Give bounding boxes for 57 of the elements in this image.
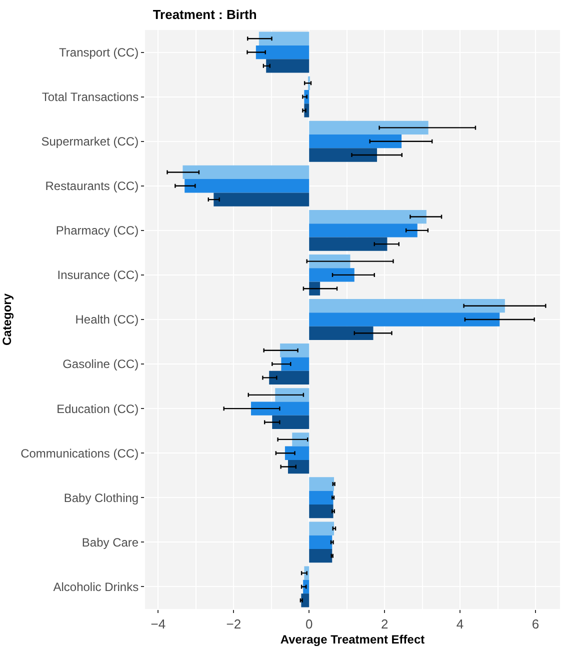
bar — [256, 45, 310, 60]
bar — [309, 268, 354, 282]
bar — [309, 477, 334, 491]
x-axis-title: Average Treatment Effect — [280, 632, 425, 646]
bar — [309, 237, 388, 251]
y-tick-label: Gasoline (CC) — [62, 357, 139, 372]
y-tick-label: Supermarket (CC) — [41, 134, 139, 149]
bar — [309, 134, 402, 148]
y-tick-label: Transport (CC) — [59, 45, 139, 60]
x-tick-label: −2 — [226, 616, 242, 632]
chart-title: Treatment : Birth — [152, 6, 257, 22]
bar — [288, 460, 310, 474]
bar — [272, 415, 310, 430]
bar — [309, 224, 418, 238]
y-tick-label: Restaurants (CC) — [45, 179, 139, 194]
bar — [184, 179, 310, 193]
y-axis-title: Category — [0, 293, 14, 346]
bar — [258, 32, 310, 46]
bar — [304, 104, 310, 118]
x-tick-label: 0 — [305, 616, 313, 632]
bar — [309, 210, 426, 224]
bar — [309, 549, 332, 563]
bar — [309, 282, 320, 296]
y-tick-label: Communications (CC) — [20, 446, 139, 460]
y-tick-label: Baby Clothing — [64, 490, 139, 505]
bar — [309, 535, 332, 550]
bar — [309, 299, 505, 313]
bar — [309, 326, 374, 340]
y-tick-label: Total Transactions — [42, 90, 139, 104]
bar — [309, 504, 334, 518]
bar — [251, 402, 310, 416]
bar — [182, 165, 310, 180]
bar — [266, 59, 310, 73]
bar — [281, 357, 310, 371]
bar — [309, 490, 334, 504]
bar — [301, 594, 310, 608]
y-tick-label: Education (CC) — [56, 402, 139, 416]
bar — [309, 312, 500, 326]
y-tick-label: Pharmacy (CC) — [56, 224, 139, 238]
bar — [304, 566, 310, 580]
y-tick-label: Alcoholic Drinks — [53, 580, 139, 594]
bar — [284, 446, 310, 460]
x-tick-label: −4 — [150, 616, 166, 632]
bar — [309, 522, 334, 536]
bar — [275, 388, 310, 402]
x-tick-label: 6 — [532, 616, 540, 632]
y-tick-label: Baby Care — [82, 535, 139, 550]
bar — [214, 192, 310, 206]
bar — [269, 370, 310, 385]
x-tick-label: 2 — [380, 616, 388, 632]
x-tick-label: 4 — [456, 616, 464, 632]
bar — [292, 432, 310, 446]
bar — [280, 344, 310, 358]
y-tick-label: Insurance (CC) — [57, 268, 139, 282]
bar — [309, 120, 428, 135]
bar — [309, 148, 378, 162]
y-tick-label: Health (CC) — [75, 312, 139, 327]
